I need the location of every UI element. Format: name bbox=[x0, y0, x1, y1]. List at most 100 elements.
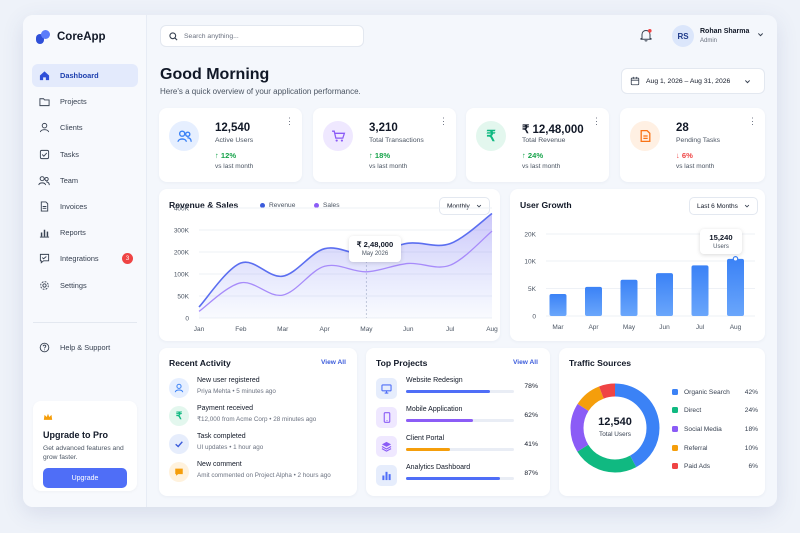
progress-bar bbox=[406, 477, 514, 480]
more-icon[interactable]: ⋮ bbox=[748, 116, 757, 126]
chevron-down-icon[interactable] bbox=[757, 31, 764, 38]
bell-icon[interactable] bbox=[639, 28, 653, 42]
y-tick-label: 0 bbox=[185, 316, 189, 323]
rupee-icon: ₹ bbox=[476, 121, 506, 151]
monitor-icon bbox=[376, 378, 397, 399]
gear-icon bbox=[38, 279, 50, 291]
kpi-change: ↑ 12% bbox=[215, 151, 237, 160]
kpi-value: 12,540 bbox=[215, 122, 251, 134]
traffic-legend-item: Social Media 18% bbox=[672, 423, 758, 435]
sidebar-item-clients[interactable]: Clients bbox=[32, 116, 138, 139]
top-projects-card: Top Projects View All Website Redesign 7… bbox=[366, 348, 550, 496]
project-name: Client Portal bbox=[406, 435, 445, 442]
sidebar-item-dashboard[interactable]: Dashboard bbox=[32, 64, 138, 87]
more-icon[interactable]: ⋮ bbox=[439, 116, 448, 126]
chart-tooltip: 15,240 Users bbox=[700, 229, 742, 254]
x-tick-label: Jun bbox=[659, 324, 670, 331]
view-all-link[interactable]: View All bbox=[321, 359, 346, 366]
more-icon[interactable]: ⋮ bbox=[592, 116, 601, 126]
activity-item[interactable]: Task completed UI updates • 1 hour ago bbox=[169, 432, 349, 456]
kpi-note: vs last month bbox=[215, 163, 254, 170]
chart-tooltip: ₹ 2,48,000 May 2026 bbox=[349, 236, 401, 262]
activity-item[interactable]: New user registered Priya Mehta • 5 minu… bbox=[169, 376, 349, 400]
kpi-note: vs last month bbox=[522, 163, 561, 170]
sidebar-item-team[interactable]: Team bbox=[32, 169, 138, 192]
user-name[interactable]: Rohan Sharma bbox=[700, 28, 750, 35]
sidebar-item-tasks[interactable]: Tasks bbox=[32, 143, 138, 166]
sidebar-item-integrations[interactable]: Integrations 3 bbox=[32, 247, 138, 270]
kpi-card-pending-tasks[interactable]: 28 Pending Tasks ↓ 6% vs last month ⋮ bbox=[620, 108, 765, 182]
chat-icon bbox=[38, 253, 50, 265]
project-item[interactable]: Website Redesign 78% bbox=[376, 376, 538, 401]
project-item[interactable]: Mobile Application 62% bbox=[376, 405, 538, 430]
donut-slice bbox=[570, 383, 660, 473]
activity-item[interactable]: New comment Amit commented on Project Al… bbox=[169, 460, 349, 484]
document-icon bbox=[38, 200, 50, 212]
sidebar-item-projects[interactable]: Projects bbox=[32, 90, 138, 113]
kpi-card-revenue[interactable]: ₹ ₹ 12,48,000 Total Revenue ↑ 24% vs las… bbox=[466, 108, 609, 182]
tooltip-value: ₹ 2,48,000 bbox=[356, 240, 394, 249]
progress-bar bbox=[406, 419, 514, 422]
period-dropdown[interactable]: Last 6 Months bbox=[689, 197, 758, 215]
chevron-down-icon bbox=[745, 79, 751, 83]
sidebar-item-label: Dashboard bbox=[60, 71, 99, 80]
traffic-legend-item: Paid Ads 6% bbox=[672, 460, 758, 472]
legend-sales[interactable]: Sales bbox=[314, 202, 340, 209]
logo-icon bbox=[36, 30, 50, 44]
kpi-change: ↑ 18% bbox=[369, 151, 391, 160]
bar bbox=[549, 294, 567, 316]
project-item[interactable]: Client Portal 41% bbox=[376, 434, 538, 459]
sidebar: CoreApp Dashboard Projects Clients Tasks bbox=[23, 15, 147, 507]
upgrade-button[interactable]: Upgrade bbox=[43, 468, 127, 489]
sidebar-item-label: Tasks bbox=[60, 149, 79, 159]
rupee-icon: ₹ bbox=[169, 406, 189, 426]
kpi-card-active-users[interactable]: 12,540 Active Users ↑ 12% vs last month … bbox=[159, 108, 302, 182]
y-tick-label: 10K bbox=[524, 259, 536, 266]
sidebar-item-help[interactable]: Help & Support bbox=[32, 336, 138, 359]
donut-slice bbox=[570, 383, 660, 473]
project-percent: 78% bbox=[524, 383, 538, 390]
x-tick-label: Mar bbox=[552, 324, 564, 331]
sidebar-item-label: Settings bbox=[60, 280, 87, 290]
logo[interactable]: CoreApp bbox=[35, 29, 106, 45]
avatar[interactable]: RS bbox=[672, 25, 694, 47]
user-icon bbox=[38, 122, 50, 134]
view-all-link[interactable]: View All bbox=[513, 359, 538, 366]
main-content: Search anything... RS Rohan Sharma Admin… bbox=[147, 15, 777, 507]
y-tick-label: 5K bbox=[528, 286, 537, 293]
sidebar-item-reports[interactable]: Reports bbox=[32, 221, 138, 244]
more-icon[interactable]: ⋮ bbox=[285, 116, 294, 126]
sidebar-item-invoices[interactable]: Invoices bbox=[32, 195, 138, 218]
kpi-change: ↓ 6% bbox=[676, 151, 693, 160]
y-tick-label: 300K bbox=[174, 228, 190, 235]
app-name: CoreApp bbox=[57, 31, 106, 43]
layers-icon bbox=[376, 436, 397, 457]
project-item[interactable]: Analytics Dashboard 87% bbox=[376, 463, 538, 488]
check-icon bbox=[169, 434, 189, 454]
sidebar-item-label: Projects bbox=[60, 97, 87, 107]
kpi-card-transactions[interactable]: 3,210 Total Transactions ↑ 18% vs last m… bbox=[313, 108, 456, 182]
upgrade-text: Get advanced features and grow faster. bbox=[43, 445, 124, 462]
search-input[interactable]: Search anything... bbox=[160, 25, 364, 47]
y-tick-label: 20K bbox=[524, 232, 536, 239]
notification-badge: 3 bbox=[122, 253, 133, 265]
comment-icon bbox=[169, 462, 189, 482]
sidebar-item-settings[interactable]: Settings bbox=[32, 274, 138, 297]
activity-item[interactable]: ₹ Payment received ₹12,000 from Acme Cor… bbox=[169, 404, 349, 428]
sidebar-item-label: Integrations bbox=[60, 254, 99, 264]
section-title: Traffic Sources bbox=[569, 358, 632, 368]
period-dropdown[interactable]: Monthly bbox=[439, 197, 490, 215]
kpi-label: Total Transactions bbox=[369, 137, 424, 144]
activity-detail: UI updates • 1 hour ago bbox=[197, 444, 264, 451]
legend-revenue[interactable]: Revenue bbox=[260, 202, 295, 209]
folder-icon bbox=[38, 96, 50, 108]
chart-title: Revenue & Sales bbox=[169, 200, 239, 210]
date-range-picker[interactable]: Aug 1, 2026 – Aug 31, 2026 bbox=[621, 68, 765, 94]
traffic-legend-item: Referral 10% bbox=[672, 442, 758, 454]
activity-title: New comment bbox=[197, 461, 242, 468]
project-name: Mobile Application bbox=[406, 406, 463, 413]
x-tick-label: Jun bbox=[403, 326, 414, 333]
bar-chart-icon bbox=[38, 227, 50, 239]
crown-icon bbox=[43, 413, 53, 420]
x-tick-label: Jul bbox=[696, 324, 705, 331]
